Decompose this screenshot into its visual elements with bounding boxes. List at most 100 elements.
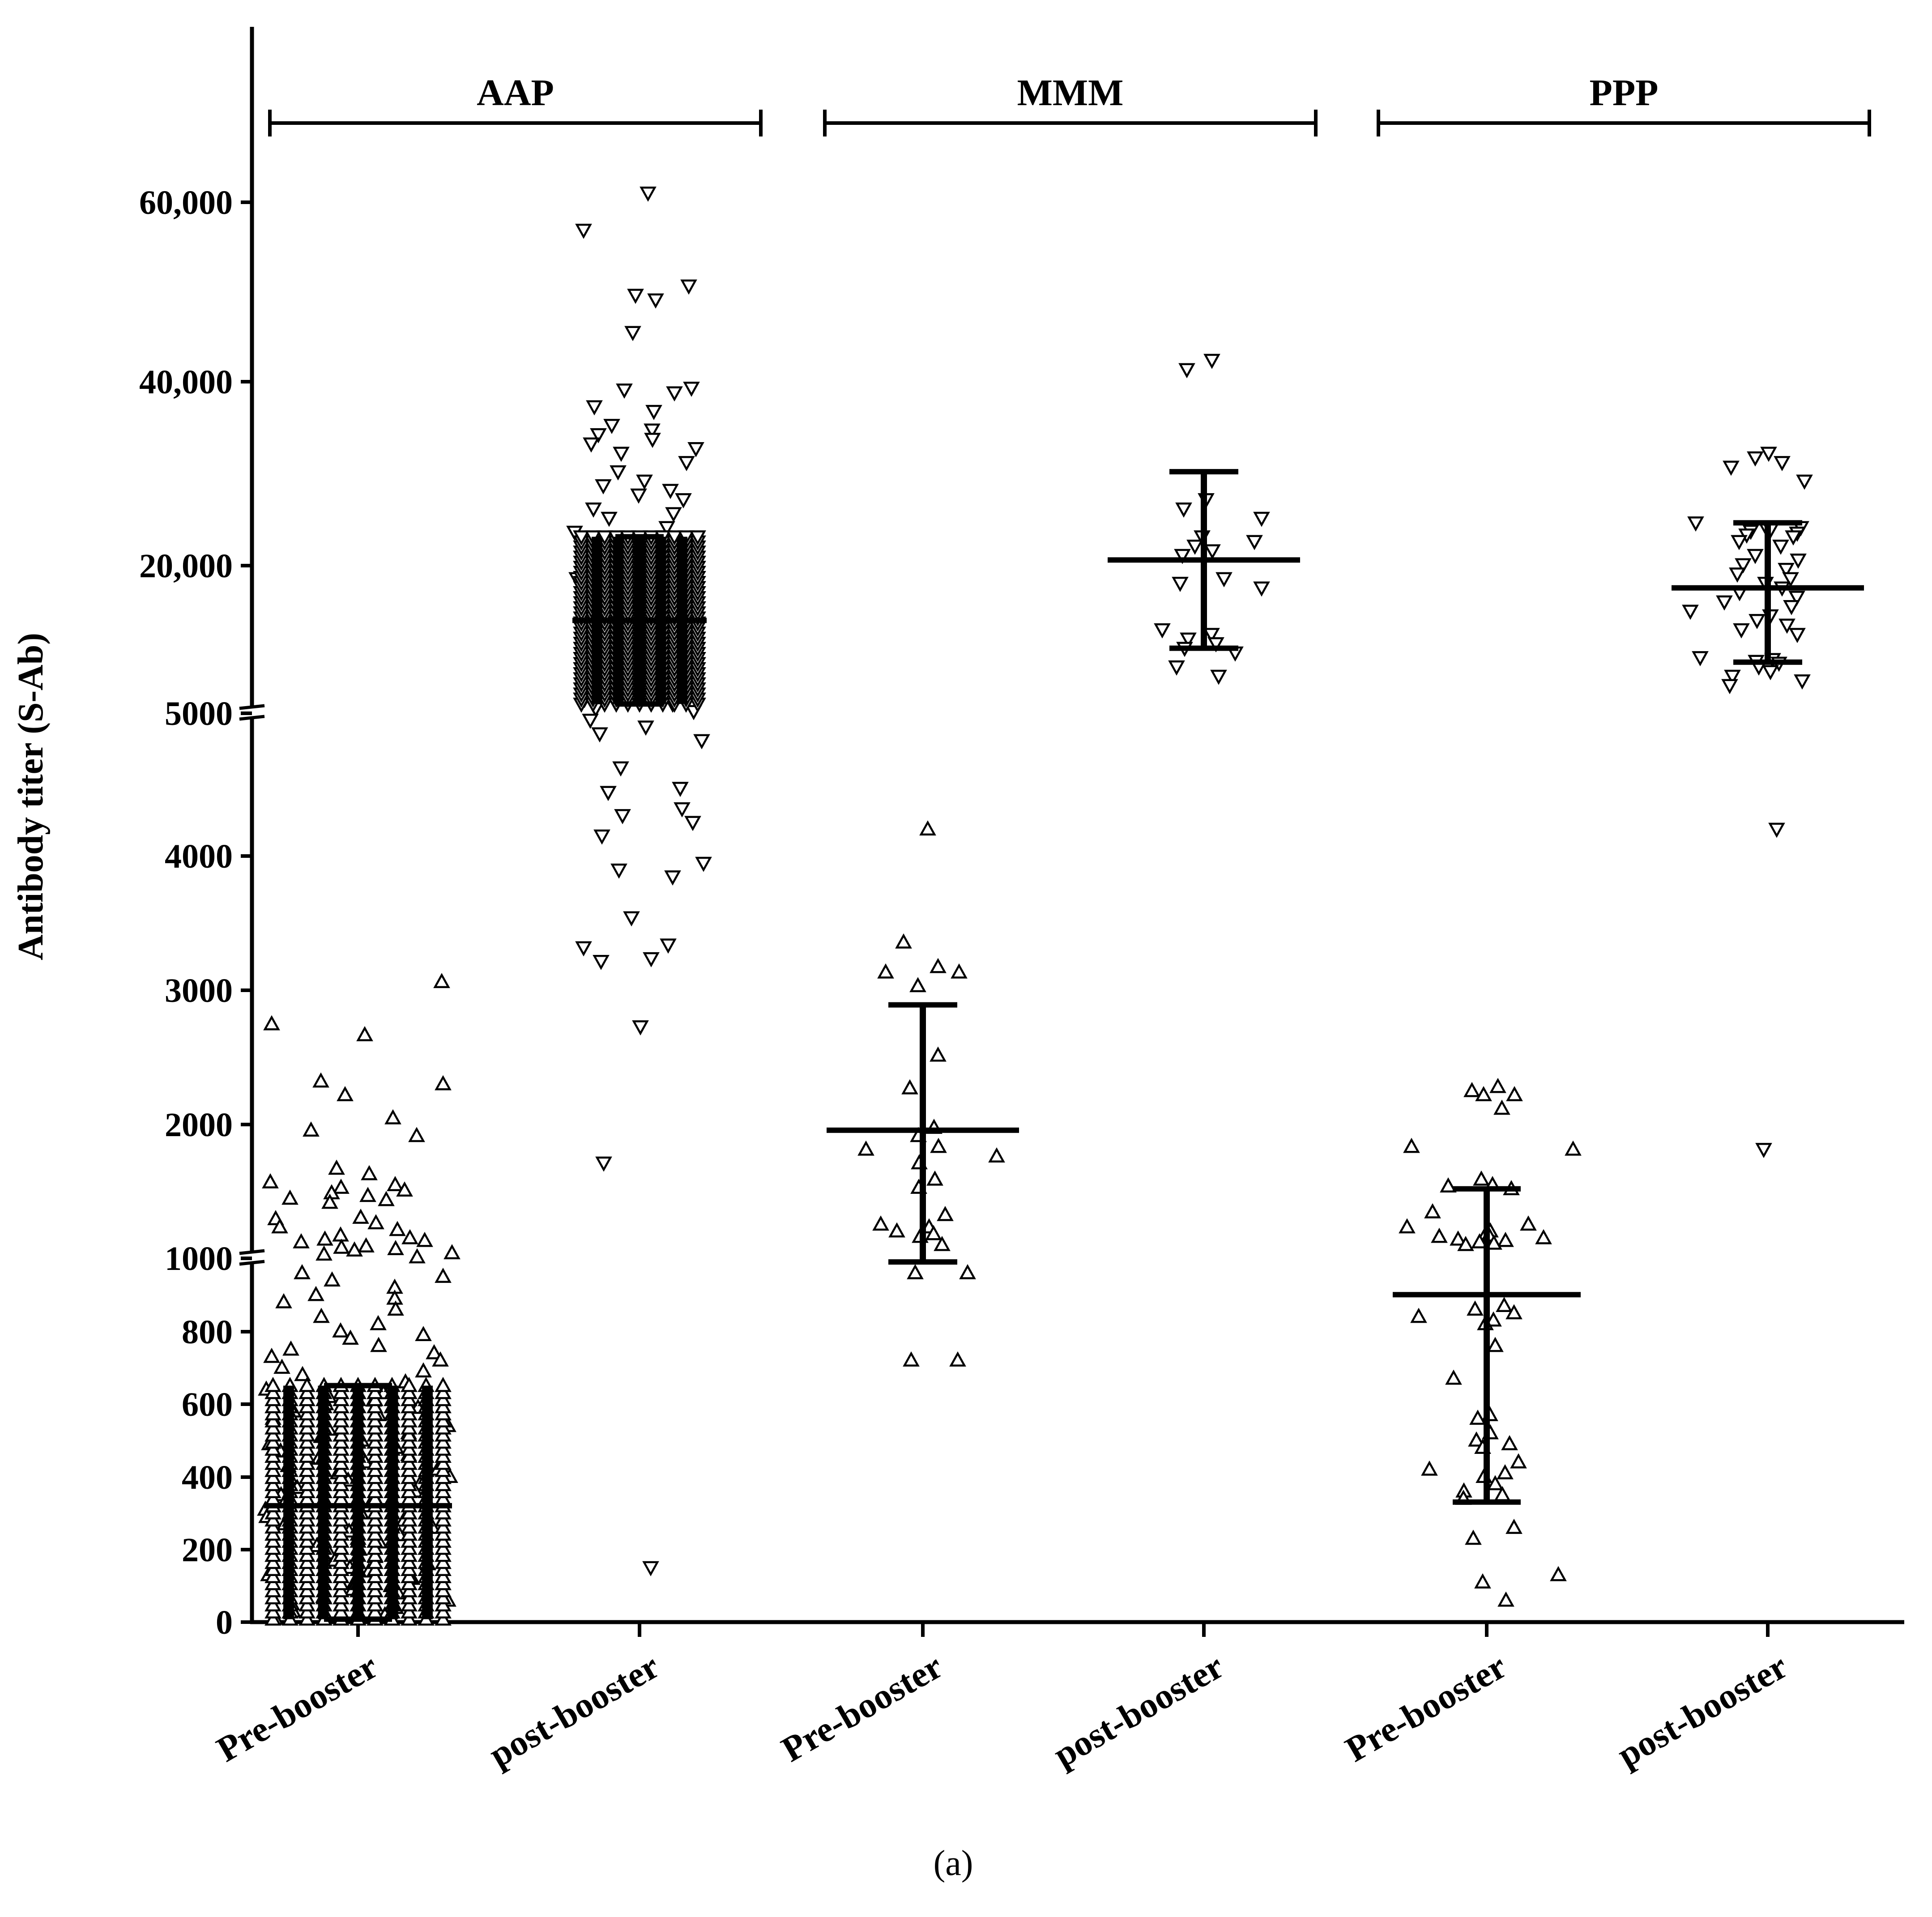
data-point: [1791, 629, 1804, 641]
data-point: [1731, 569, 1744, 581]
data-point: [647, 406, 661, 418]
y-tick-label: 40,000: [139, 363, 233, 401]
data-point: [389, 1242, 402, 1254]
data-point: [295, 1266, 309, 1278]
data-point: [1475, 1172, 1488, 1184]
data-point: [445, 1246, 459, 1258]
data-point: [577, 942, 590, 954]
data-point: [961, 1266, 974, 1278]
data-point: [597, 1158, 610, 1170]
data-point: [661, 940, 675, 952]
data-point: [314, 1074, 328, 1086]
data-point: [577, 225, 590, 237]
data-point: [952, 966, 966, 978]
data-point: [666, 871, 679, 883]
data-point: [612, 865, 626, 877]
data-point: [418, 1234, 431, 1246]
data-point: [309, 1288, 323, 1300]
data-point: [372, 1339, 385, 1351]
data-point: [903, 1081, 917, 1093]
data-point: [1724, 462, 1738, 474]
data-point: [879, 966, 892, 978]
data-point: [1426, 1205, 1439, 1217]
data-point: [931, 960, 945, 972]
data-point: [911, 979, 925, 991]
data-point: [1465, 1084, 1479, 1096]
data-point: [1170, 661, 1183, 673]
axis-break-1-top: [239, 1249, 265, 1255]
data-point: [634, 1021, 647, 1033]
data-point: [334, 1325, 347, 1337]
data-point: [265, 1350, 278, 1362]
data-point: [1762, 448, 1775, 460]
data-point: [1255, 583, 1268, 595]
data-point: [646, 434, 659, 446]
data-point: [584, 439, 598, 451]
data-point: [315, 1310, 328, 1322]
data-point: [1798, 476, 1811, 488]
y-tick-label: 5000: [165, 695, 233, 733]
data-point: [675, 803, 689, 815]
data-point: [1497, 1299, 1511, 1311]
data-point: [1205, 355, 1219, 367]
data-point: [697, 858, 710, 870]
data-point: [928, 1172, 942, 1184]
data-point: [588, 401, 601, 413]
data-point: [611, 466, 625, 478]
data-point: [417, 1328, 430, 1340]
data-point: [1499, 1234, 1512, 1246]
x-tick-label: Pre-booster: [210, 1646, 384, 1769]
y-tick-label: 4000: [165, 838, 233, 875]
data-point: [1488, 1339, 1502, 1351]
data-point: [338, 1088, 352, 1100]
data-point: [677, 494, 690, 506]
overplot-band: [318, 1385, 329, 1619]
data-point: [680, 457, 693, 469]
median-iqr-bars: [264, 469, 1864, 1622]
data-point: [334, 1181, 348, 1193]
data-point: [639, 721, 653, 733]
data-point: [908, 1266, 922, 1278]
data-point: [1749, 452, 1762, 464]
data-point: [1732, 536, 1746, 548]
data-point: [1537, 1231, 1550, 1243]
data-point: [859, 1142, 873, 1154]
data-point: [410, 1250, 424, 1262]
data-point: [1173, 578, 1187, 590]
data-point: [593, 728, 606, 741]
data-point: [284, 1342, 298, 1355]
data-point: [1770, 824, 1783, 836]
y-tick-label: 800: [182, 1313, 233, 1351]
data-point: [1433, 1230, 1446, 1242]
data-point: [277, 1295, 290, 1308]
data-point: [386, 1111, 400, 1123]
data-point: [1156, 624, 1169, 636]
data-point: [1248, 536, 1261, 548]
axes: [239, 27, 1904, 1624]
data-point: [1749, 550, 1762, 562]
data-point: [334, 1228, 347, 1240]
data-point: [318, 1232, 332, 1244]
data-point: [685, 383, 698, 395]
data-point: [436, 1077, 450, 1089]
data-point: [1468, 1303, 1482, 1315]
data-point: [890, 1224, 904, 1236]
data-point: [1206, 545, 1219, 558]
data-point: [664, 485, 677, 497]
data-point: [1503, 1437, 1516, 1449]
data-point: [403, 1231, 417, 1243]
data-point: [1764, 666, 1777, 678]
data-point: [932, 1140, 945, 1152]
data-point: [388, 1178, 402, 1190]
data-point: [584, 715, 597, 727]
data-point: [359, 1240, 373, 1252]
data-point: [602, 513, 616, 525]
y-axis-title: Antibody titer (S-Ab): [11, 633, 51, 960]
data-point: [1750, 615, 1764, 627]
data-point: [931, 1048, 945, 1061]
y-axis-ticks: 0 200 400 600 800 1000 2000 3000 4000 5000 20,000 4…: [139, 184, 252, 1641]
data-point: [1735, 624, 1748, 636]
data-point: [605, 420, 618, 432]
data-point: [1400, 1220, 1414, 1232]
